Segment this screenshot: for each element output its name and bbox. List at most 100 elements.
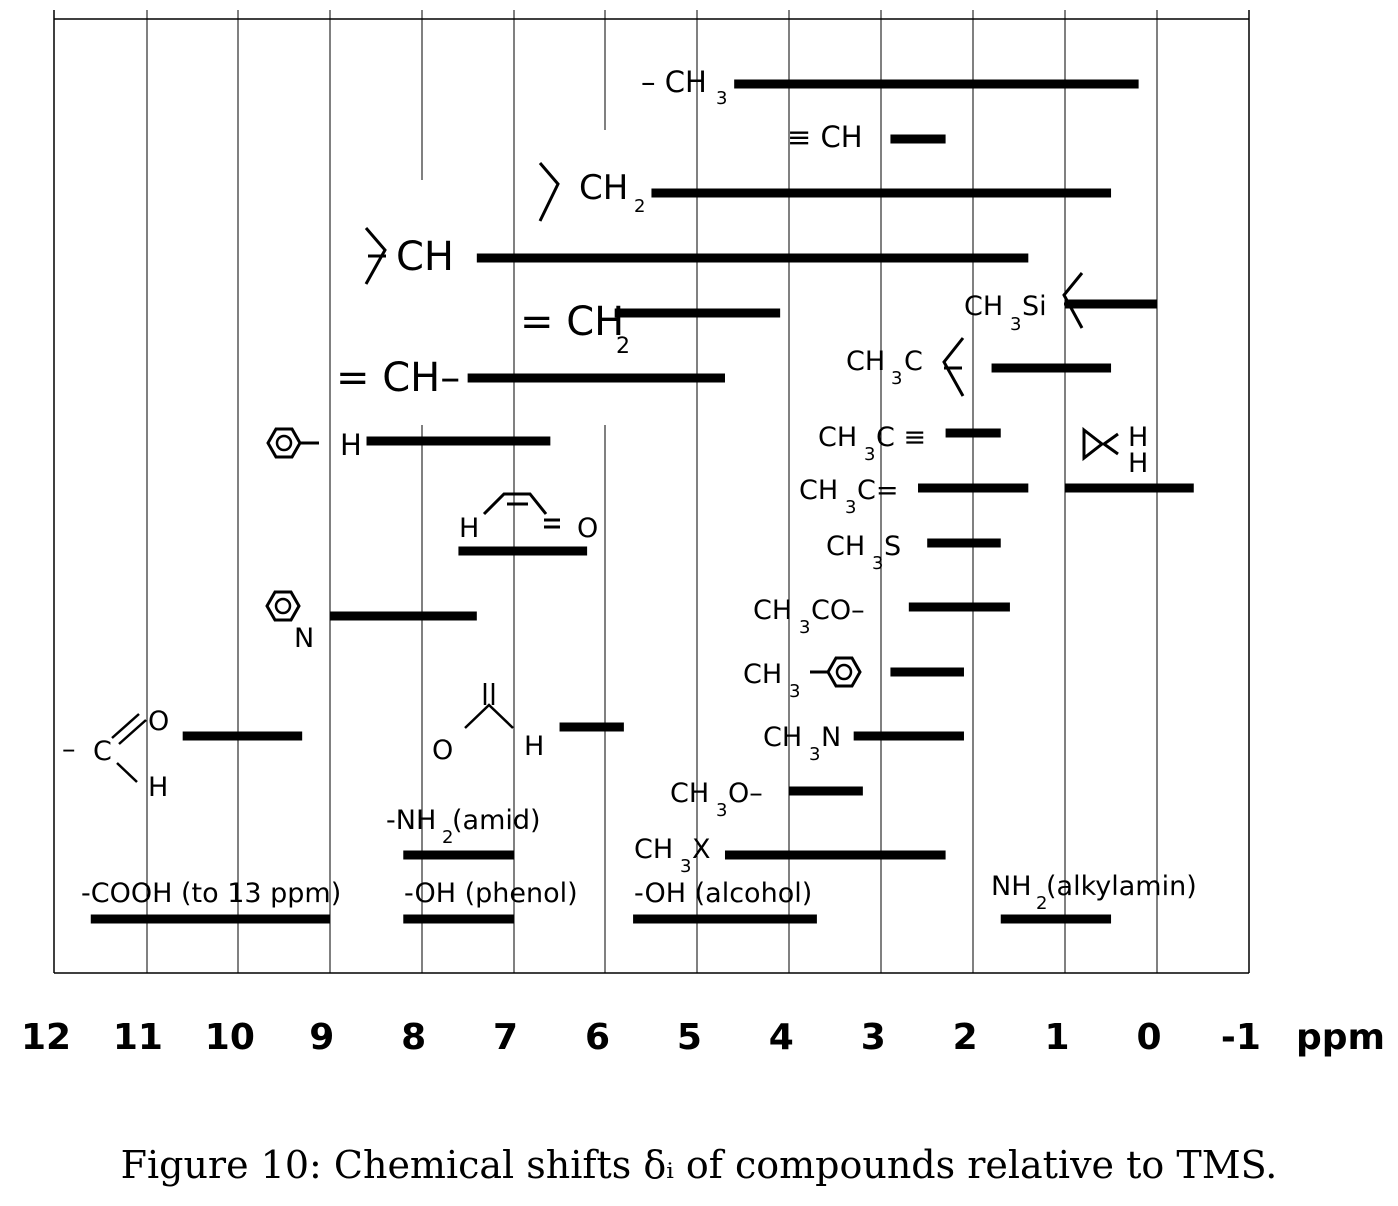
axis-tick-label: 3 [861,1017,886,1058]
label-ch2-sub: 2 [634,196,645,217]
label-ch3c: CH 3 C [846,337,965,397]
axis-tick-label: 2 [953,1017,978,1058]
pyridine-ring-icon [265,590,301,622]
label-ch3c-alkyne-sub: 3 [864,444,875,465]
label-ch3si-text: CH [964,291,1003,322]
label-ch3x: CH 3 X [634,834,711,877]
axis-tick-label: 8 [401,1017,426,1058]
label-alkylamine: NH 2 (alkylamin) [991,871,1197,914]
label-amide-sub: 2 [442,827,453,848]
label-ch3c-text: CH [846,346,885,377]
ald-double-bond-2 [118,719,147,745]
axis-tick-label: 1 [1045,1017,1070,1058]
axis-tick-label: 11 [113,1017,163,1058]
label-alcohol: -OH (alcohol) [634,878,812,909]
label-phenol: -OH (phenol) [404,878,578,909]
label-ch3s: CH 3 S [826,531,901,574]
label-formate: O H [432,683,544,766]
axis-tick-label: 12 [21,1017,71,1058]
label-ch3co-text: CH [753,595,792,626]
ald-double-bond-1 [111,713,140,739]
label-pyridine-n: N [294,623,314,654]
label-aryl-h-text: H [340,428,362,462]
label-ch3ar-sub: 3 [789,681,800,702]
axis-tick-labels: 12 11 10 9 8 7 6 5 4 3 2 1 0 -1 [21,1017,1261,1058]
label-amide: -NH 2 (amid) [386,805,541,848]
label-ch3n: CH 3 N [763,722,841,765]
label-aryl-h: H [266,427,362,462]
toluene-ring-inner [835,663,853,681]
label-vinyl-ch: = CH– [336,355,460,401]
branch-bond-glyph [538,162,560,222]
label-cooh: -COOH (to 13 ppm) [81,878,341,909]
label-ch3n-text: CH [763,722,802,753]
label-ch3x-text: CH [634,834,673,865]
label-ch3o-sub: 3 [716,800,727,821]
label-ch3c-tail: C [904,346,923,377]
label-ch3s-sub: 3 [872,553,883,574]
label-vinylidene-text: = CH [520,299,624,345]
figure-caption: Figure 10: Chemical shifts δᵢ of compoun… [120,1143,1278,1187]
methine-bond-glyph [364,227,387,285]
label-ch3co-sub: 3 [799,617,810,638]
label-ch3x-sub: 3 [680,856,691,877]
label-methyl-text: – CH [641,65,707,99]
label-ch3c-alkene: CH 3 C= [799,475,898,518]
label-pyridine: N [265,590,314,654]
label-ch3co: CH 3 CO– [753,595,865,638]
label-alkylamine-tail: (alkylamin) [1046,871,1197,902]
axis-tick-label: 0 [1136,1017,1161,1058]
label-ch3si-tail: Si [1022,291,1047,322]
axis-tick-label: 10 [205,1017,255,1058]
label-ch3c-sub: 3 [891,368,902,389]
chemical-shift-chart: – CH 3 ≡ CH CH 2 CH CH 3 Si = CH 2 CH 3 … [21,10,1385,1058]
label-ch3s-tail: S [884,531,901,562]
label-ch3co-tail: CO– [811,595,865,626]
label-ch3o-tail: O– [728,778,763,809]
label-vinylidene: = CH 2 [520,299,630,359]
label-vinylidene-sub: 2 [616,334,630,359]
label-ch: CH [364,227,454,285]
label-methyl-sub: 3 [716,88,727,109]
axis-unit-label: ppm [1296,1017,1385,1058]
label-enal: H O [459,492,598,544]
label-ald-c: C [93,736,112,767]
label-methyl: – CH 3 [641,65,727,109]
pyridine-ring-inner [274,597,292,615]
silicon-bond-glyph [1062,272,1084,329]
range-bars [90,79,1194,924]
label-ch3o: CH 3 O– [670,778,763,821]
label-ch3si-sub: 3 [1010,314,1021,335]
label-ald-o: O [148,706,169,737]
ald-single-bond [116,762,138,783]
label-ch3n-tail: N [821,722,841,753]
label-ch3c-alkene-sub: 3 [845,497,856,518]
label-ch3c-alkene-text: CH [799,475,838,506]
label-enal-h: H [459,513,479,544]
label-aldehyde: – C O H [62,706,169,803]
label-ch3c-alkyne-text: CH [818,422,857,453]
label-formate-h: H [524,731,544,762]
label-ald-h: H [148,772,168,803]
label-alkyne-ch: ≡ CH [787,120,863,154]
toluene-ring-icon [826,656,862,688]
label-enal-o: O [577,513,598,544]
label-amide-tail: (amid) [452,805,541,836]
label-ch3ar: CH 3 [743,656,862,702]
label-ch3c-alkene-tail: C= [857,475,898,506]
label-ald-dash: – [62,734,76,765]
label-formate-o: O [432,735,453,766]
label-ch3ar-text: CH [743,659,782,690]
label-ch3c-alkyne-tail: C ≡ [876,422,926,453]
label-amide-text: -NH [386,805,436,836]
benzene-ring-icon [266,427,302,459]
label-cyclopropane-h2: H [1128,448,1148,479]
label-alkylamine-text: NH [991,871,1032,902]
label-cyclopropane: H H [1082,422,1148,479]
label-ch3n-sub: 3 [809,744,820,765]
label-cyclopropane-h1: H [1128,422,1148,453]
label-ch3si: CH 3 Si [964,272,1084,335]
label-ch3o-text: CH [670,778,709,809]
axis-tick-label: 9 [309,1017,334,1058]
axis-tick-label: 6 [585,1017,610,1058]
